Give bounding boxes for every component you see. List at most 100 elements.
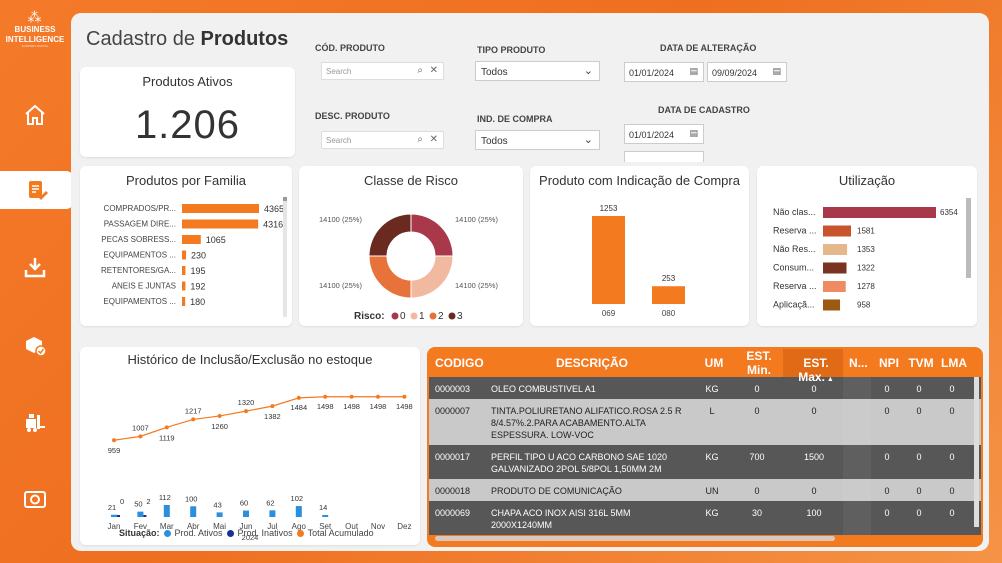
legend-label: 3 <box>457 311 463 322</box>
horizontal-scrollbar[interactable] <box>435 536 835 541</box>
table-row[interactable]: 0000018 PRODUTO DE COMUNICAÇÃO UN 0 0 0 0 0 <box>429 479 981 501</box>
table-header: CODIGO DESCRIÇÃO UM EST. Min. EST. Max. ▲ N..… <box>429 349 981 384</box>
bar <box>823 299 841 311</box>
logo-text-3: SUPPORT DIGITAL <box>21 44 49 48</box>
bar-category-label: EQUIPAMENTOS ... <box>103 251 176 260</box>
date-to-alteracao[interactable]: 09/09/2024 ▤ <box>707 62 787 82</box>
page-title: Cadastro de Produtos <box>86 28 289 50</box>
column-header[interactable]: LMA <box>941 356 967 370</box>
date-from-alteracao[interactable]: 01/01/2024 ▤ <box>624 62 704 82</box>
table-row[interactable]: 0000017 PERFIL TIPO U ACO CARBONO SAE 102… <box>429 445 981 479</box>
slice-value-label: 14100 (25%) <box>455 281 498 290</box>
clear-icon[interactable]: ✕ <box>429 134 438 145</box>
nav-download[interactable] <box>0 248 70 286</box>
bar-category-label: 080 <box>662 309 676 318</box>
search-input-cod-produto[interactable]: Search ⌕ ✕ <box>321 62 444 80</box>
data-label: 0 <box>120 497 124 506</box>
calendar-icon: ▤ <box>689 128 698 138</box>
data-label: 62 <box>266 498 274 507</box>
nav-forklift[interactable] <box>0 404 70 442</box>
bar <box>823 262 847 274</box>
sidebar: ⁂ BUSINESS INTELLIGENCE SUPPORT DIGITAL <box>0 0 74 563</box>
table-cell: 0 <box>949 486 955 496</box>
search-input-desc-produto[interactable]: Search ⌕ ✕ <box>321 131 444 149</box>
clear-icon[interactable]: ✕ <box>429 65 438 76</box>
x-tick-label: Set <box>319 522 332 531</box>
nav-camera[interactable] <box>0 480 70 518</box>
column-header[interactable]: NPI <box>878 356 899 370</box>
bar-prod-ativos <box>111 514 117 517</box>
column-header[interactable]: CODIGO <box>435 356 484 370</box>
table-cell: 0 <box>916 406 922 416</box>
search-icon[interactable]: ⌕ <box>417 134 423 145</box>
column-header[interactable]: EST. Min. <box>746 349 772 377</box>
line-point <box>244 409 248 414</box>
bar <box>182 297 186 306</box>
line-point <box>191 417 196 422</box>
column-header[interactable]: UM <box>704 356 724 370</box>
table-cell: OLEO COMBUSTIVEL A1 <box>491 384 596 394</box>
bar-value-label: 195 <box>190 266 205 276</box>
table-row[interactable]: 0000007 TINTA.POLIURETANO ALIFATICO.ROSA … <box>429 399 981 445</box>
legend-label: Total Acumulado <box>307 528 374 538</box>
bar-value-label: 1581 <box>857 227 875 236</box>
legend-label: Prod. Ativos <box>174 528 223 538</box>
bar-value-label: 230 <box>191 251 206 261</box>
chart-title-historico: Histórico de Inclusão/Exclusão no estoqu… <box>127 352 373 367</box>
nav-box-check[interactable] <box>0 327 70 365</box>
select-ind-compra[interactable]: Todos ⌄ <box>475 130 600 150</box>
scrollbar-thumb <box>283 197 287 201</box>
table-cell: 0 <box>949 452 955 462</box>
data-label: 1007 <box>132 423 149 432</box>
download-icon <box>24 258 46 278</box>
column-header[interactable]: TVM <box>908 356 934 370</box>
date-from-cadastro[interactable]: 01/01/2024 ▤ <box>624 124 704 144</box>
table-cell: 30 <box>751 508 762 518</box>
forklift-icon <box>26 414 45 432</box>
legend-marker <box>448 312 456 320</box>
bar <box>823 281 846 292</box>
vertical-scrollbar[interactable] <box>974 377 979 527</box>
sort-asc-icon[interactable]: ▲ <box>824 376 834 383</box>
nav-product-register[interactable] <box>0 171 74 209</box>
table-row[interactable]: 0000069 CHAPA ACO INOX AISI 316L 5MM 2000… <box>429 501 981 535</box>
select-tipo-produto[interactable]: Todos ⌄ <box>475 61 600 81</box>
table-row[interactable]: 0000003 OLEO COMBUSTIVEL A1 KG 0 0 0 0 0 <box>429 377 981 399</box>
chart-title-familia: Produtos por Familia <box>126 173 246 188</box>
table-cell: 100 <box>806 508 822 518</box>
search-icon[interactable]: ⌕ <box>417 65 423 76</box>
x-tick-label: Abr <box>187 522 200 531</box>
legend-marker <box>429 312 437 320</box>
table-cell: PRODUTO DE COMUNICAÇÃO <box>491 486 622 496</box>
data-label: 14 <box>319 503 327 512</box>
kpi-card: Produtos Ativos 1.206 <box>80 67 295 157</box>
table-cell: 0000003 <box>435 384 471 394</box>
nav-home[interactable] <box>0 96 70 134</box>
table-cell: CHAPA ACO INOX AISI 316L 5MM 2000X1240MM <box>491 508 631 530</box>
bar-prod-ativos <box>269 510 276 517</box>
table-cell: 0000017 <box>435 452 471 462</box>
table-cell: KG <box>705 508 719 518</box>
edit-document-icon <box>29 181 48 200</box>
table-cell: PERFIL TIPO U ACO CARBONO SAE 1020 GALVA… <box>491 452 668 474</box>
data-label: 1484 <box>290 403 307 412</box>
bar-value-label: 1278 <box>857 282 875 291</box>
bar <box>823 207 936 218</box>
line-point <box>296 395 301 400</box>
x-tick-label: Jun <box>240 522 253 531</box>
data-label: 1260 <box>211 422 228 431</box>
chart-indicacao: 1253 069 253 080 <box>592 204 685 318</box>
column-header[interactable]: DESCRIÇÃO <box>555 356 628 370</box>
column-header[interactable]: N... <box>849 356 868 370</box>
kpi-value: 1.206 <box>134 103 241 147</box>
column-header[interactable]: EST. Max. ▲ <box>783 349 843 384</box>
bar-prod-inativos <box>117 515 120 517</box>
table-cell: L <box>709 406 715 416</box>
legend-label: Prod. Inativos <box>237 528 293 538</box>
box-check-icon <box>26 337 47 357</box>
bar-value-label: 6354 <box>940 208 958 217</box>
date-to-cadastro[interactable] <box>624 151 704 162</box>
bar <box>592 216 625 304</box>
bar-value-label: 1353 <box>857 245 875 254</box>
table-cell: 0000069 <box>435 508 471 518</box>
